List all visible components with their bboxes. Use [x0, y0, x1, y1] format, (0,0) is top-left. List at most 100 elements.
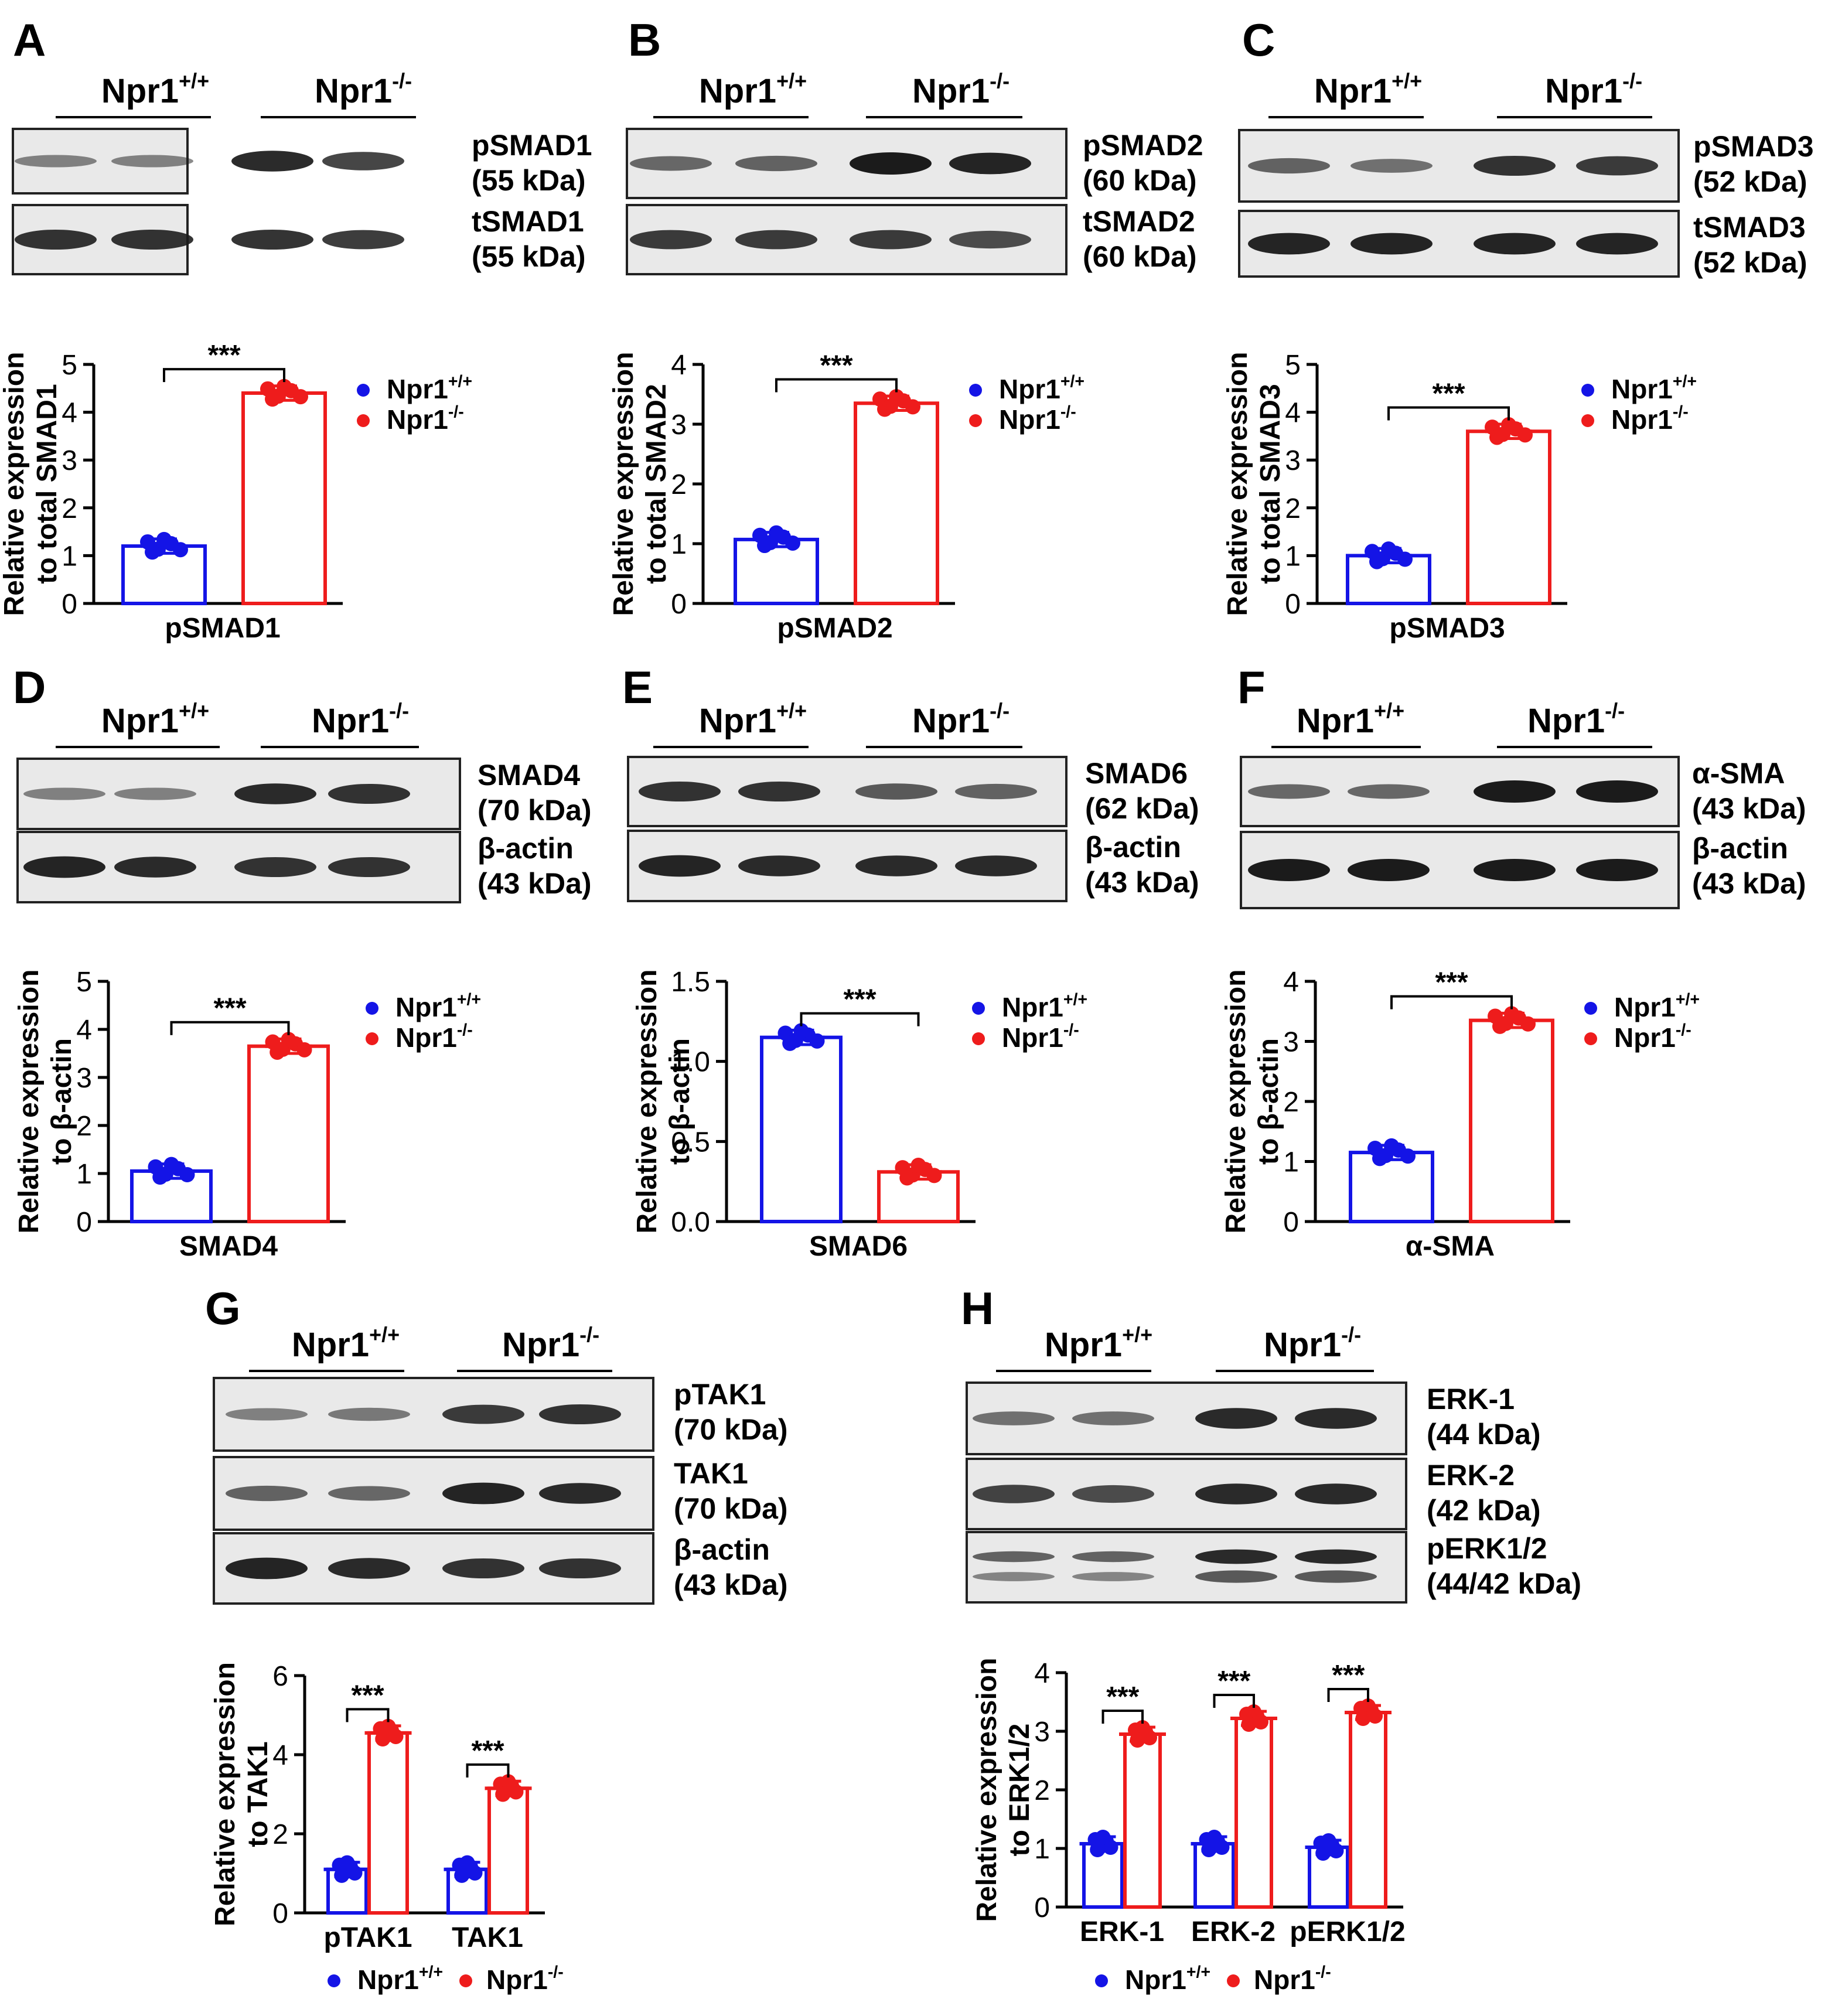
blot-band	[111, 229, 193, 250]
legend-label-ko: Npr1-/-	[1611, 403, 1689, 435]
blot-band	[735, 155, 817, 172]
data-point	[926, 1168, 942, 1183]
data-point	[1397, 551, 1413, 567]
blot-band	[738, 855, 820, 876]
data-point	[1372, 1151, 1387, 1166]
panel-letter: A	[13, 14, 46, 66]
blot-band	[231, 151, 313, 172]
blot-band	[328, 857, 410, 878]
data-point	[173, 542, 188, 558]
blot-band	[630, 230, 712, 250]
data-point	[145, 544, 160, 560]
legend-marker-ko	[357, 414, 370, 427]
blot-band	[322, 152, 404, 170]
y-tick-label: 0	[1283, 1207, 1299, 1238]
blot-band	[1348, 859, 1430, 881]
blot-band	[973, 1411, 1055, 1425]
blot-label: SMAD6	[1085, 757, 1188, 790]
blot-band	[973, 1551, 1055, 1563]
y-tick-label: 2	[76, 1111, 92, 1142]
significance-bracket	[1390, 995, 1513, 1009]
legend-label-wt: Npr1+/+	[1002, 991, 1087, 1022]
y-axis-label: Relative expressionto total SMAD2	[608, 352, 672, 616]
group-label-ko: Npr1-/-	[912, 699, 1010, 740]
y-axis-label: Relative expressionto β-actin	[632, 970, 695, 1234]
blot-band	[1248, 158, 1330, 174]
blot-label: β-actin	[1692, 832, 1788, 865]
y-axis-label: Relative expressionto total SMAD3	[1222, 352, 1286, 616]
blot-band	[1295, 1408, 1377, 1429]
data-point	[1400, 1148, 1416, 1164]
blot-band	[1576, 780, 1658, 803]
y-tick-label: 2	[1283, 1087, 1299, 1118]
x-category-label: pSMAD2	[777, 613, 892, 644]
bar	[487, 1786, 529, 1915]
blot-band	[1072, 1411, 1154, 1425]
group-label-ko: Npr1-/-	[1545, 69, 1642, 110]
legend-label-wt: Npr1+/+	[999, 373, 1084, 404]
blot-size-label: (60 kDa)	[1083, 164, 1197, 197]
x-category-label: ERK-1	[1080, 1916, 1164, 1947]
blot-size-label: (42 kDa)	[1427, 1494, 1541, 1527]
data-point	[265, 391, 280, 407]
blot-label: TAK1	[674, 1457, 748, 1490]
blot-band	[23, 856, 105, 878]
data-point	[277, 378, 292, 394]
legend-label-wt: Npr1+/+	[357, 1963, 443, 1995]
y-tick-label: 4	[671, 350, 687, 381]
y-tick-label: 1	[76, 1159, 92, 1190]
blot-band	[1195, 1549, 1277, 1564]
y-tick-label: 2	[671, 469, 687, 500]
blot-band	[1350, 159, 1433, 173]
blot-band	[1295, 1483, 1377, 1505]
blot-band	[1195, 1483, 1277, 1505]
data-point	[293, 389, 308, 405]
blot-band	[855, 783, 937, 800]
data-point	[1135, 1720, 1150, 1735]
legend-marker-wt	[1095, 1974, 1108, 1987]
blot-size-label: (55 kDa)	[472, 240, 586, 273]
blot-size-label: (43 kDa)	[1085, 866, 1199, 899]
significance-label: ***	[1435, 967, 1468, 998]
blot-band	[1474, 859, 1556, 881]
blot-label: pERK1/2	[1427, 1532, 1547, 1565]
significance-bracket	[1327, 1688, 1369, 1702]
y-tick-label: 4	[272, 1740, 288, 1771]
panel-letter: G	[205, 1282, 241, 1334]
blot-panel-d: D Npr1+/+ Npr1-/- SMAD4(70 kDa) β-actin(43 k…	[13, 661, 592, 903]
y-tick-label: 3	[76, 1063, 92, 1094]
data-point	[1360, 1698, 1376, 1714]
y-tick-label: 1	[1283, 1147, 1299, 1178]
blot-band	[1248, 859, 1330, 881]
blot-size-label: (62 kDa)	[1085, 792, 1199, 825]
blot-band	[1248, 233, 1330, 255]
x-category-label: α-SMA	[1406, 1231, 1495, 1262]
blot-band	[226, 1485, 308, 1502]
legend-label-ko: Npr1-/-	[387, 403, 464, 435]
y-axis-label: Relative expressionto β-actin	[1220, 970, 1284, 1234]
significance-bracket	[775, 378, 898, 393]
y-tick-label: 2	[1285, 493, 1301, 524]
data-point	[1517, 427, 1533, 443]
legend-label-ko: Npr1-/-	[1614, 1021, 1691, 1053]
bar	[734, 537, 819, 605]
panel-letter: C	[1242, 14, 1275, 66]
bar	[1349, 1151, 1434, 1223]
group-label-ko: Npr1-/-	[1264, 1323, 1361, 1364]
blot-label: α-SMA	[1692, 757, 1785, 790]
blot-band	[114, 787, 196, 800]
blot-label: pSMAD1	[472, 129, 592, 162]
blot-label: tSMAD2	[1083, 205, 1195, 238]
panel-letter: F	[1237, 661, 1266, 713]
blot-band	[539, 1483, 621, 1504]
blot-band	[630, 156, 712, 171]
legend-marker-wt	[328, 1974, 340, 1987]
y-tick-label: 3	[671, 410, 687, 441]
blot-band	[1248, 784, 1330, 799]
